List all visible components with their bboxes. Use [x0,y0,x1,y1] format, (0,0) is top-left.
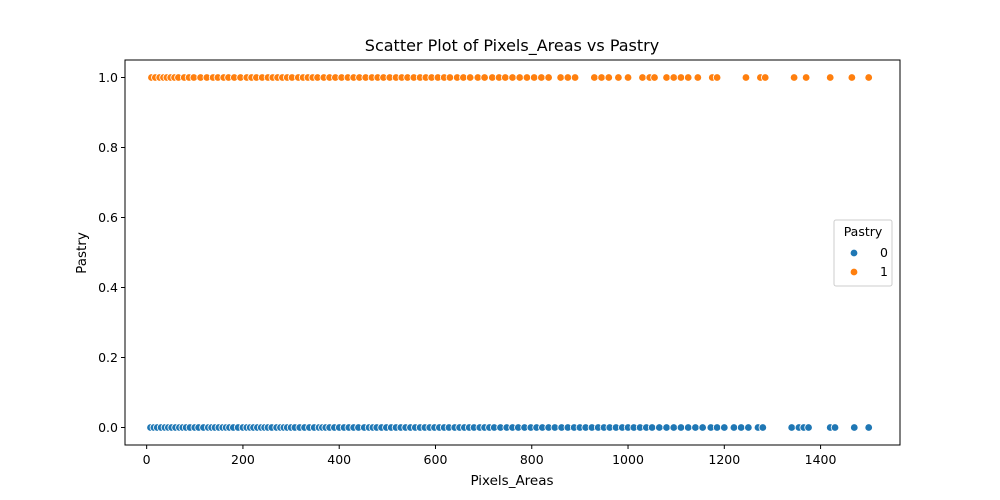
y-axis-label: Pastry [74,232,90,274]
x-tick-label: 1200 [708,452,740,467]
legend-marker-0 [849,248,859,258]
legend-title: Pastry [844,224,883,239]
data-point-pastry-0 [698,423,707,432]
data-point-pastry-0 [669,423,678,432]
legend-label-1: 1 [880,264,888,279]
data-point-pastry-1 [570,73,580,82]
data-point-pastry-0 [744,423,753,432]
data-point-pastry-1 [826,73,835,82]
data-point-pastry-1 [614,73,623,82]
data-point-pastry-1 [623,73,633,82]
data-point-pastry-1 [761,73,770,82]
data-point-pastry-1 [864,73,873,82]
data-point-pastry-0 [662,423,671,432]
data-point-pastry-1 [515,73,524,82]
data-point-pastry-1 [556,73,565,82]
data-point-pastry-0 [720,423,729,432]
data-point-pastry-1 [801,73,811,82]
data-point-pastry-0 [864,423,873,432]
data-point-pastry-0 [655,423,664,432]
x-tick-label: 1400 [805,452,837,467]
data-point-pastry-1 [741,73,751,82]
x-tick-label: 400 [327,452,351,467]
x-tick-label: 200 [231,452,255,467]
data-point-pastry-1 [480,73,489,82]
data-point-pastry-1 [563,73,573,82]
data-point-pastry-1 [522,73,532,82]
chart-title: Scatter Plot of Pixels_Areas vs Pastry [365,36,659,56]
legend-marker-1 [849,267,859,277]
legend-label-0: 0 [880,245,888,260]
data-point-pastry-1 [501,73,510,82]
data-point-pastry-1 [650,73,659,82]
y-axis-ticks: 0.0 0.2 0.4 0.6 0.8 1.0 [98,70,125,435]
data-point-pastry-1 [544,73,553,82]
plot-frame [124,59,901,446]
y-tick-label: 0.8 [98,140,118,155]
data-point-pastry-0 [850,423,859,432]
data-point-pastry-0 [729,423,739,432]
data-point-pastry-1 [693,73,703,82]
legend-frame [833,219,893,287]
data-point-pastry-1 [662,73,671,82]
x-tick-label: 0 [143,452,151,467]
data-point-pastry-1 [789,73,799,82]
data-point-pastry-1 [676,73,686,82]
data-point-pastry-0 [787,423,796,432]
data-point-pastry-0 [830,423,840,432]
data-point-pastry-1 [465,73,475,82]
data-point-pastry-1 [669,73,678,82]
y-tick-label: 0.2 [98,350,118,365]
data-point-pastry-1 [529,73,539,82]
x-tick-label: 600 [424,452,448,467]
x-axis-label: Pixels_Areas [470,473,553,489]
y-tick-label: 0.0 [98,420,118,435]
data-point-pastry-1 [683,73,693,82]
series-0-points [146,423,873,432]
data-point-pastry-1 [638,73,647,82]
y-tick-label: 0.6 [98,210,118,225]
series-1-points [147,73,873,82]
data-point-pastry-1 [847,73,857,82]
data-point-pastry-0 [647,423,657,432]
x-axis-ticks: 0 200 400 600 800 1000 1200 1400 [143,445,837,467]
y-tick-label: 0.4 [98,280,118,295]
data-point-pastry-0 [712,423,722,432]
data-point-pastry-0 [804,423,813,432]
data-point-pastry-1 [508,73,517,82]
data-point-pastry-1 [597,73,606,82]
data-point-pastry-1 [537,73,546,82]
data-point-pastry-0 [683,423,693,432]
legend: Pastry 0 1 [833,219,893,287]
data-point-pastry-0 [691,423,700,432]
data-point-pastry-0 [736,423,746,432]
data-point-pastry-1 [712,73,722,82]
data-point-pastry-0 [676,423,686,432]
data-point-pastry-1 [590,73,599,82]
x-tick-label: 800 [520,452,544,467]
data-point-pastry-0 [758,423,768,432]
data-point-pastry-1 [445,73,455,82]
x-tick-label: 1000 [612,452,644,467]
y-tick-label: 1.0 [98,70,118,85]
data-point-pastry-1 [604,73,613,82]
